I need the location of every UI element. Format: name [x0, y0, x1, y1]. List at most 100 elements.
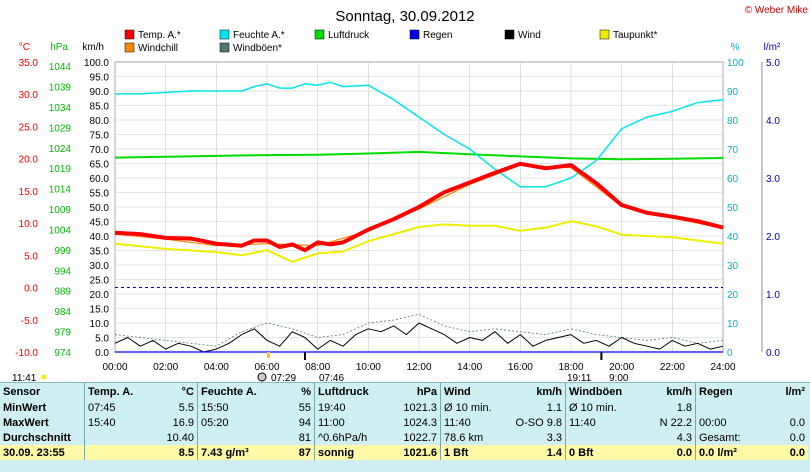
weather-chart: Sonntag, 30.09.2012 © Weber Mike Temp. A…	[12, 5, 809, 382]
sunrise-time-label: 07:29	[271, 373, 296, 382]
temp-tick-label: 30.0	[19, 90, 39, 101]
pressure-tick-label: 984	[54, 307, 71, 318]
table-cell: 1.8	[676, 401, 692, 414]
legend-label: Windchill	[138, 43, 178, 54]
wind-tick-label: 85.0	[90, 102, 110, 113]
temp-tick-label: 25.0	[19, 122, 39, 133]
table-cell: MaxWert	[3, 416, 49, 429]
chart-title: Sonntag, 30.09.2012	[335, 8, 474, 25]
table-cell: 11:40	[440, 415, 509, 430]
series-line-feuchte-a	[115, 81, 724, 188]
table-cell: Sensor	[3, 385, 41, 398]
table-cell: Ø 10 min.	[565, 400, 634, 415]
x-tick-label: 02:00	[153, 362, 178, 373]
wind-tick-label: 35.0	[90, 247, 110, 258]
table-cell: 30.09. 23:55	[0, 445, 85, 460]
table-cell: 0.0	[789, 431, 805, 444]
table-header-row: Sensor Temp. A. °C Feuchte A.% Luftdruck hPa W…	[0, 383, 808, 400]
wind-tick-label: 100.0	[84, 58, 109, 69]
table-cell	[565, 430, 634, 445]
table-cell: O-SO 9.8	[515, 416, 562, 429]
legend: Temp. A.* Feuchte A.* Luftdruck Regen Wind Ta…	[124, 29, 658, 54]
temp-tick-label: 5.0	[24, 251, 38, 262]
now-marker	[267, 352, 270, 358]
table-cell: 10.40	[166, 431, 194, 444]
legend-swatch	[219, 29, 230, 40]
table-row: MinWert 07:45 5.5 15:50 55 19:40 1021.3 Ø 10 mi…	[0, 400, 808, 415]
table-cell: 55	[298, 401, 311, 414]
table-cell: 5.5	[178, 401, 194, 414]
table-cell: 1022.7	[403, 431, 437, 444]
temp-tick-label: -5.0	[21, 316, 39, 327]
table-cell: Wind	[440, 383, 509, 400]
pressure-tick-label: 1009	[49, 205, 72, 216]
x-tick-label: 00:00	[102, 362, 127, 373]
table-cell: ^0.6hPa/h	[314, 430, 379, 445]
table-cell: hPa	[416, 385, 437, 398]
wind-tick-label: 90.0	[90, 87, 110, 98]
wind-tick-label: 40.0	[90, 232, 110, 243]
humidity-tick-label: 30	[727, 261, 739, 272]
temp-tick-label: 10.0	[19, 219, 39, 230]
rain-tick-label: 4.0	[766, 116, 780, 127]
pressure-tick-label: 979	[54, 328, 71, 339]
wind-tick-label: 0.0	[95, 348, 109, 359]
wind-tick-label: 50.0	[90, 203, 110, 214]
legend-swatch	[409, 29, 420, 40]
pressure-tick-label: 1044	[49, 62, 72, 73]
temp-tick-label: 35.0	[19, 58, 39, 69]
wind-tick-label: 65.0	[90, 160, 110, 171]
table-cell: 05:20	[197, 415, 276, 430]
wind-tick-label: 10.0	[90, 319, 110, 330]
x-tick-label: 12:00	[406, 362, 431, 373]
table-cell	[197, 430, 276, 445]
table-cell: Windböen	[565, 383, 634, 400]
table-cell: 87	[276, 445, 315, 460]
wind-tick-label: 60.0	[90, 174, 110, 185]
temp-axis-unit: °C	[19, 42, 30, 53]
table-cell: 0.0 l/m²	[695, 445, 764, 460]
axis-ticks: 35.0 30.0 25.0 20.0 15.0 10.0 5.0 0.0 -5.0 -10.0 1…	[15, 58, 780, 373]
table-cell: 0 Bft	[565, 445, 634, 460]
table-cell	[695, 400, 764, 415]
x-tick-label: 20:00	[609, 362, 634, 373]
table-cell: 11:00	[314, 415, 379, 430]
legend-label: Wind	[518, 30, 541, 41]
table-cell: 15:50	[197, 400, 276, 415]
legend-swatch	[504, 29, 515, 40]
sun-icon	[257, 372, 267, 382]
table-cell: 0.0	[764, 445, 808, 460]
pressure-tick-label: 1019	[49, 164, 72, 175]
wind-tick-label: 30.0	[90, 261, 110, 272]
table-cell: sonnig	[314, 445, 379, 460]
legend-label: Windböen*	[233, 43, 282, 54]
humidity-tick-label: 20	[727, 290, 739, 301]
table-cell: Ø 10 min.	[440, 400, 509, 415]
table-cell: 16.9	[172, 416, 194, 429]
series-line-taupunkt	[114, 220, 724, 263]
wind-tick-label: 75.0	[90, 131, 110, 142]
copyright-label: © Weber Mike	[745, 5, 809, 16]
rain-tick-label: 3.0	[766, 174, 780, 185]
pressure-tick-label: 1039	[49, 83, 72, 94]
table-cell: 11:40	[565, 415, 634, 430]
x-tick-label: 10:00	[356, 362, 381, 373]
time-markers: 11:41 07:29 07:46 19:11 9:00	[12, 352, 629, 382]
rain-tick-label: 5.0	[766, 58, 780, 69]
pressure-tick-label: 989	[54, 287, 71, 298]
pressure-tick-label: 994	[54, 266, 71, 277]
table-cell: 94	[298, 416, 311, 429]
rain-tick-label: 0.0	[766, 348, 780, 359]
table-cell	[764, 400, 808, 415]
table-cell: 1.4	[509, 445, 566, 460]
humidity-tick-label: 90	[727, 87, 739, 98]
humidity-tick-label: 70	[727, 145, 739, 156]
humidity-tick-label: 60	[727, 174, 739, 185]
series-line-wind	[114, 322, 724, 353]
x-tick-label: 18:00	[558, 362, 583, 373]
pressure-tick-label: 1014	[49, 185, 72, 196]
table-cell: 1.1	[546, 401, 562, 414]
table-cell: °C	[181, 385, 194, 398]
sunrise-end-label: 07:46	[319, 373, 344, 382]
table-row: MaxWert 15:40 16.9 05:20 94 11:00 1024.3 11:40 O…	[0, 415, 808, 430]
